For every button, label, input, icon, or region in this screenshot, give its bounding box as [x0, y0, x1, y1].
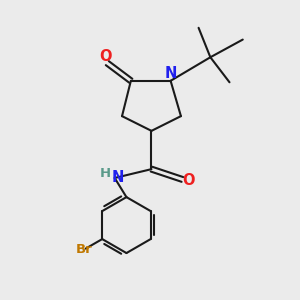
Text: N: N [112, 170, 124, 185]
Text: O: O [183, 173, 195, 188]
Text: O: O [100, 49, 112, 64]
Text: Br: Br [76, 244, 93, 256]
Text: H: H [100, 167, 111, 180]
Text: N: N [164, 66, 177, 81]
